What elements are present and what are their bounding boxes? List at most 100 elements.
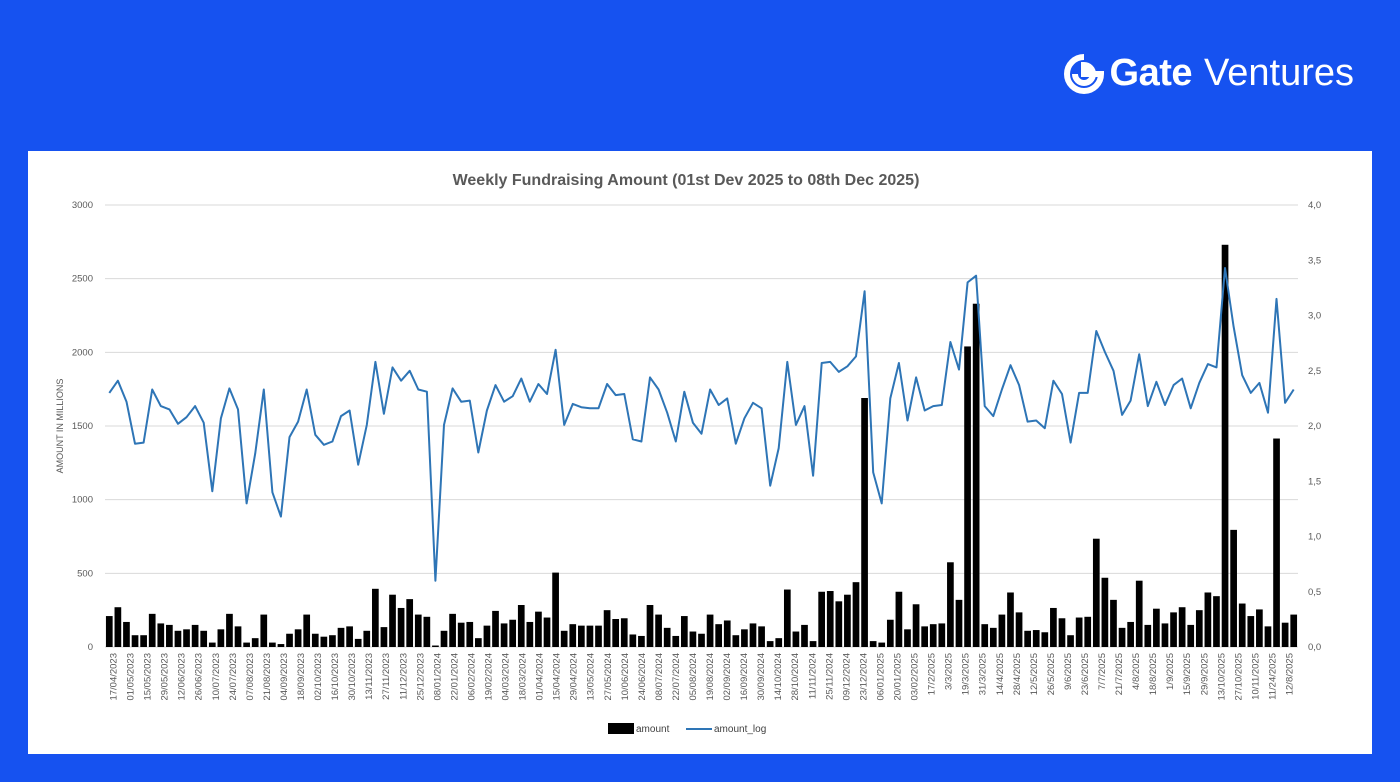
x-tick-label: 7/7/2025 <box>1097 653 1108 690</box>
amount-bar <box>517 605 525 647</box>
amount-bar <box>1290 614 1298 647</box>
y-axis-title: AMOUNT IN MILLIONS <box>55 379 65 474</box>
amount-bar <box>629 634 637 647</box>
x-tick-label: 22/01/2024 <box>449 653 460 701</box>
amount-bar <box>535 611 542 647</box>
amount-bar <box>801 624 808 647</box>
x-tick-label: 29/9/2025 <box>1199 653 1210 695</box>
amount-bar <box>114 607 122 647</box>
amount-bar <box>1110 599 1117 647</box>
amount-bar <box>577 625 585 647</box>
amount-bar <box>1230 529 1237 647</box>
amount-bar <box>809 641 817 647</box>
x-tick-label: 15/04/2024 <box>552 653 563 701</box>
amount-bar <box>1178 607 1186 647</box>
amount-bar <box>646 605 654 647</box>
amount-bar <box>1247 616 1255 647</box>
y2-tick-label: 1,0 <box>1308 532 1321 543</box>
amount-bar <box>612 619 620 647</box>
amount-bar <box>1041 632 1049 647</box>
amount-bar <box>964 346 971 647</box>
y-tick-label: 1000 <box>72 495 93 506</box>
amount-bar <box>509 619 517 647</box>
amount-bar <box>1238 603 1246 647</box>
x-tick-label: 19/3/2025 <box>961 653 972 695</box>
amount-bar <box>723 620 731 647</box>
amount-bar <box>775 638 783 647</box>
gridlines <box>105 204 1298 648</box>
y-tick-label: 2000 <box>72 347 93 358</box>
amount-bar <box>1213 596 1220 647</box>
amount-bars <box>105 244 1298 647</box>
amount-bar <box>895 591 903 647</box>
x-tick-label: 19/08/2024 <box>705 653 716 701</box>
amount-log-line-group <box>108 267 1295 582</box>
amount-bar <box>251 638 259 647</box>
x-tick-label: 26/06/2023 <box>194 653 205 701</box>
chart-card: Weekly Fundraising Amount (01st Dev 2025… <box>28 151 1372 754</box>
amount-bar <box>449 613 456 647</box>
x-tick-label: 04/03/2024 <box>501 653 512 701</box>
amount-bar <box>758 626 765 647</box>
x-tick-label: 20/01/2025 <box>893 653 904 701</box>
fundraising-chart: Weekly Fundraising Amount (01st Dev 2025… <box>55 172 1321 735</box>
gate-logo-icon <box>1063 53 1104 94</box>
x-tick-label: 09/12/2024 <box>841 653 852 701</box>
amount-bar <box>1187 624 1195 647</box>
x-tick-label: 11/11/2024 <box>807 653 818 699</box>
amount-bar <box>844 594 851 647</box>
x-tick-label: 29/04/2024 <box>569 653 580 701</box>
amount-bar <box>277 644 285 647</box>
amount-bar <box>475 638 482 647</box>
amount-bar <box>183 629 190 647</box>
chart-title: Weekly Fundraising Amount (01st Dev 2025… <box>453 172 920 189</box>
x-tick-label: 9/6/2025 <box>1063 653 1074 690</box>
amount-bar <box>354 638 362 647</box>
amount-bar <box>311 633 319 647</box>
amount-bar <box>1067 635 1074 647</box>
x-tick-label: 25/12/2023 <box>415 653 426 701</box>
x-tick-label: 23/6/2025 <box>1080 653 1091 695</box>
x-tick-label: 04/09/2023 <box>279 653 290 701</box>
x-tick-label: 24/06/2024 <box>637 653 648 701</box>
x-tick-label: 17/2/2025 <box>927 653 938 695</box>
amount-bar <box>861 398 868 647</box>
x-tick-label: 28/4/2025 <box>1012 653 1023 695</box>
amount-bar <box>1221 244 1229 647</box>
amount-bar <box>1153 608 1160 647</box>
y2-tick-label: 0,0 <box>1308 642 1321 653</box>
amount-bar <box>166 624 173 647</box>
x-tick-label: 15/05/2023 <box>143 653 154 701</box>
amount-bar <box>1127 621 1134 647</box>
legend-amount-label: amount <box>636 724 670 735</box>
x-tick-label: 15/9/2025 <box>1182 653 1193 695</box>
amount-bar <box>260 614 268 647</box>
amount-bar <box>715 624 723 647</box>
amount-bar <box>543 617 551 647</box>
amount-bar <box>1007 592 1014 647</box>
amount-bar <box>492 610 499 647</box>
amount-bar <box>672 635 680 647</box>
amount-bar <box>680 616 688 647</box>
amount-bar <box>157 623 165 647</box>
amount-bar <box>1264 626 1272 647</box>
amount-bar <box>1256 609 1263 647</box>
x-tick-label: 26/5/2025 <box>1046 653 1057 695</box>
amount-bar <box>346 626 353 647</box>
amount-bar <box>981 624 989 647</box>
x-tick-label: 31/3/2025 <box>978 653 989 695</box>
amount-bar <box>818 591 826 647</box>
amount-bar <box>380 627 388 647</box>
amount-bar <box>1024 630 1031 647</box>
amount-bar <box>140 635 147 647</box>
x-tick-label: 21/08/2023 <box>262 653 273 701</box>
amount-bar <box>1118 627 1126 647</box>
amount-bar <box>208 642 216 647</box>
x-tick-label: 13/05/2024 <box>586 653 597 701</box>
amount-bar <box>243 642 250 647</box>
amount-bar <box>792 631 800 647</box>
amount-bar <box>1101 577 1109 647</box>
amount-bar <box>1281 622 1289 647</box>
amount-bar <box>998 614 1006 647</box>
x-tick-label: 01/04/2024 <box>535 653 546 701</box>
